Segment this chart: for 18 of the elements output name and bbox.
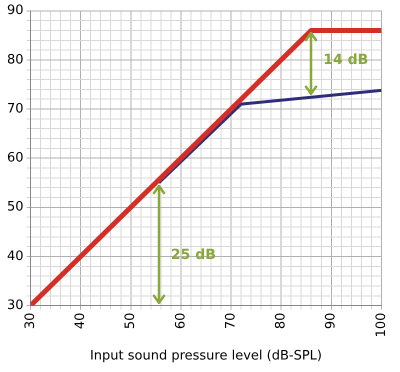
y-tick-label: 70 [6,101,24,116]
annotation: 25 dB [170,247,216,264]
x-tick-label: 100 [374,312,389,338]
x-tick-label: 90 [324,312,339,330]
x-tick-label: 70 [223,312,238,330]
y-tick-label: 90 [6,3,24,18]
x-tick-label: 80 [274,312,289,330]
x-tick-label: 60 [173,312,188,330]
y-tick-label: 40 [6,248,24,264]
x-axis-title: Input sound pressure level (dB-SPL) [90,348,322,364]
y-tick-label: 30 [6,298,24,313]
x-tick-label: 40 [73,312,88,330]
y-tick-label: 50 [6,200,24,215]
y-tick-label: 80 [6,52,24,68]
y-tick-label: 60 [6,150,24,166]
annotation: 14 dB [323,52,368,68]
x-tick-label: 50 [123,312,138,330]
x-tick-label: 30 [22,312,38,330]
